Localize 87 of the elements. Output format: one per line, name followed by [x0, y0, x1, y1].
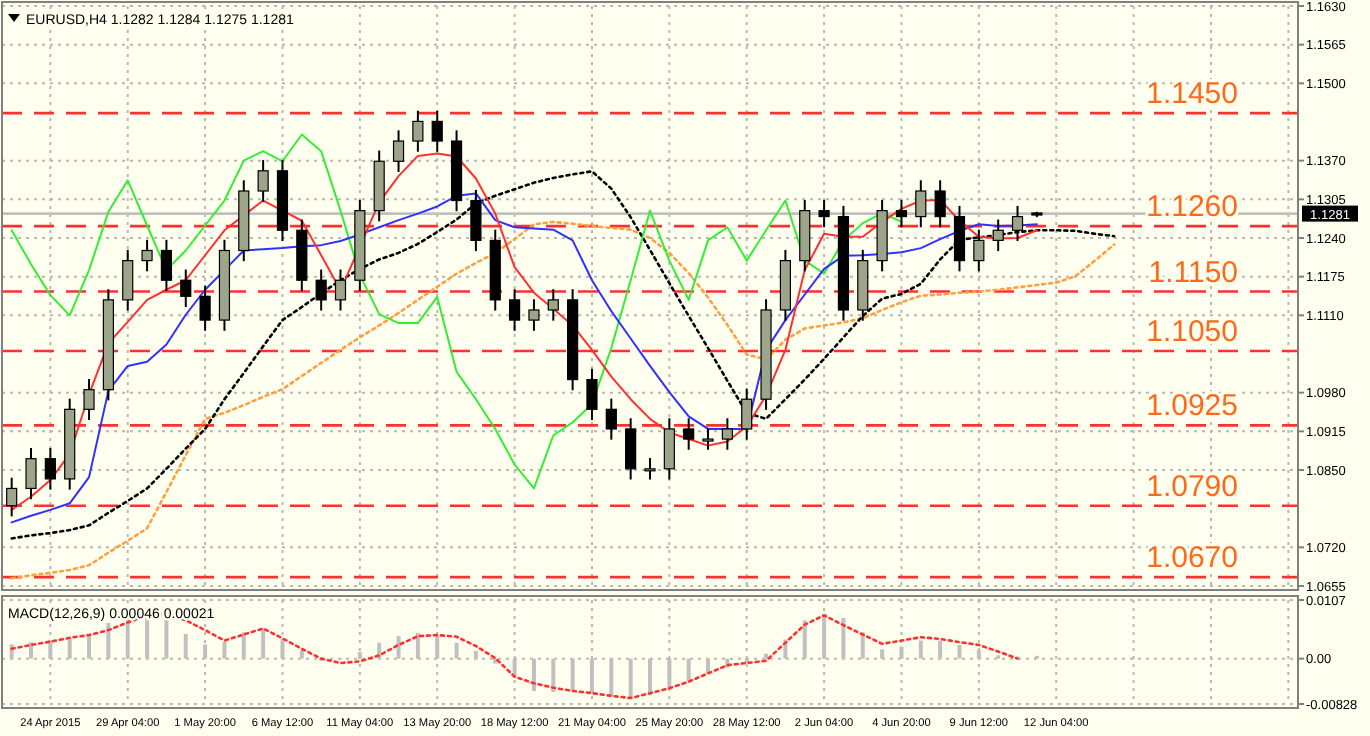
bar	[531, 658, 536, 691]
candlestick	[625, 417, 637, 481]
bar	[551, 658, 556, 693]
bar	[493, 658, 498, 664]
candlestick	[25, 446, 37, 501]
bar	[648, 658, 652, 696]
candlestick	[470, 188, 482, 253]
bar	[241, 632, 246, 659]
candlestick	[392, 129, 405, 173]
candlestick	[702, 427, 714, 451]
candlestick	[818, 198, 830, 229]
bar	[764, 653, 769, 659]
bar	[880, 649, 885, 659]
bar	[802, 620, 807, 659]
bar	[841, 618, 846, 659]
candlestick	[315, 268, 327, 312]
candlestick	[547, 288, 559, 322]
candlestick	[180, 268, 192, 309]
candlestick	[934, 179, 946, 229]
bar	[106, 623, 111, 659]
candlestick	[528, 298, 540, 332]
candlestick	[721, 417, 733, 451]
candlestick	[334, 268, 347, 312]
bar	[222, 641, 227, 659]
bar	[377, 642, 382, 659]
bar	[435, 636, 440, 659]
bar	[48, 640, 53, 659]
bar	[396, 636, 401, 659]
candlestick	[683, 417, 695, 451]
line-series	[10, 170, 1116, 540]
bar	[473, 650, 478, 659]
candlestick	[586, 367, 598, 422]
ref-line-label: 1.1050	[1146, 315, 1238, 350]
bar	[609, 658, 614, 696]
bar	[667, 658, 672, 690]
bar	[957, 644, 962, 659]
ref-line-label: 1.0925	[1146, 389, 1238, 424]
bar	[67, 638, 72, 659]
candlestick	[509, 288, 521, 332]
bar	[280, 638, 285, 659]
candlestick	[915, 179, 927, 229]
candlestick	[431, 109, 443, 153]
bar	[570, 658, 575, 691]
bar	[976, 649, 981, 659]
ref-line-label: 1.1450	[1146, 77, 1238, 112]
ref-line-label: 1.1260	[1146, 190, 1238, 225]
candlestick	[412, 109, 424, 153]
candlestick	[644, 457, 656, 481]
candlestick	[160, 238, 173, 292]
candlestick	[663, 417, 675, 481]
candlestick	[257, 159, 269, 203]
candlestick	[141, 238, 153, 273]
candlestick	[44, 446, 56, 491]
bar	[899, 646, 904, 659]
bar	[415, 632, 420, 659]
bar	[203, 644, 208, 659]
bar	[918, 640, 923, 659]
bar	[183, 633, 188, 659]
line-series	[10, 220, 1116, 580]
bar	[628, 658, 633, 699]
candlestick	[605, 397, 617, 441]
bar	[357, 652, 362, 659]
candlestick	[992, 218, 1004, 253]
ref-line-label: 1.0790	[1146, 469, 1238, 504]
bar	[512, 658, 517, 677]
candlestick	[953, 204, 966, 273]
line-series	[10, 133, 903, 490]
bar	[29, 642, 34, 659]
ref-line-label: 1.0670	[1146, 541, 1238, 576]
candlestick	[199, 284, 211, 332]
candlestick	[973, 228, 985, 273]
candlestick	[741, 387, 753, 441]
bar	[261, 628, 266, 659]
candlestick	[895, 198, 908, 229]
bar	[686, 658, 691, 682]
ref-line-label: 1.1150	[1148, 255, 1238, 290]
bar	[299, 649, 304, 659]
candlestick	[6, 476, 18, 518]
bar	[938, 640, 943, 659]
bar	[822, 614, 827, 659]
bar	[454, 642, 459, 659]
bar	[589, 658, 594, 694]
candlestick	[1011, 204, 1024, 242]
candlestick	[83, 377, 95, 422]
bar	[164, 619, 169, 659]
candlestick	[122, 248, 134, 312]
bar	[87, 633, 92, 659]
